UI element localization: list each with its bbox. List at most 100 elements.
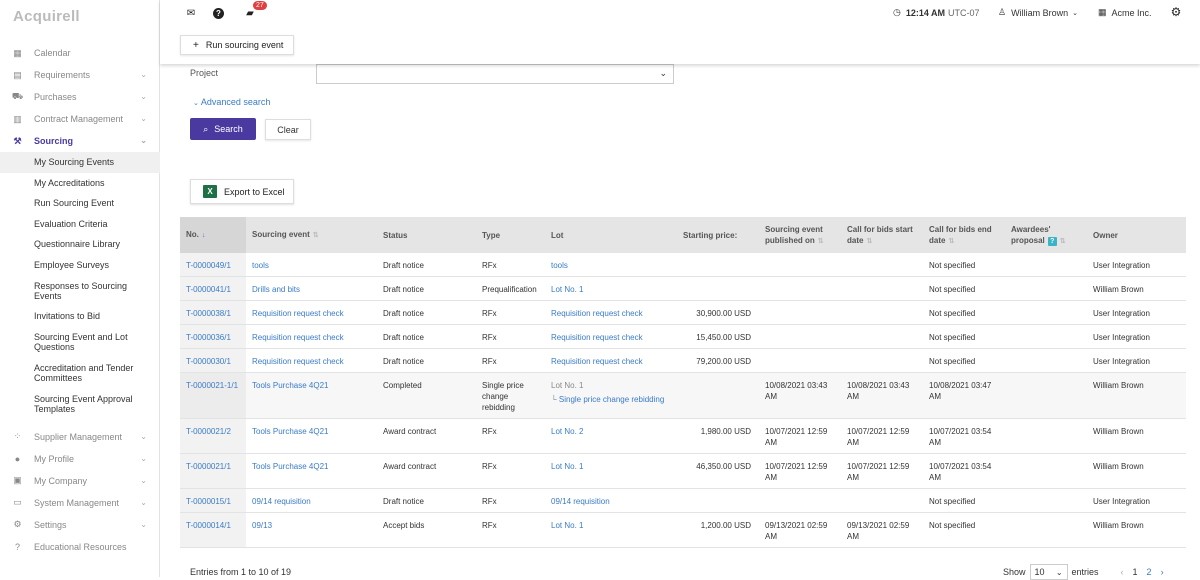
page-2-button[interactable]: 2 [1146, 567, 1152, 577]
sidebar-item-purchases[interactable]: ⛟ Purchases ⌄ [0, 86, 160, 108]
sidebar-item-label: Settings [34, 519, 67, 530]
sidebar-subitem[interactable]: Questionnaire Library [0, 234, 160, 255]
lot-sub-link[interactable]: └ Single price change rebidding [551, 394, 671, 405]
cell-lot[interactable]: Lot No. 2 [551, 427, 584, 436]
search-button[interactable]: ⌕ Search [190, 118, 256, 140]
cell-no[interactable]: T-0000014/1 [186, 521, 231, 530]
cell-no[interactable]: T-0000041/1 [186, 285, 231, 294]
column-header[interactable]: Call for bids start date ⇅ [841, 217, 923, 253]
company-menu[interactable]: ▦ Acme Inc. [1098, 7, 1152, 18]
table-row: T-0000049/1 tools Draft notice RFx tools Not … [180, 253, 1186, 277]
sidebar-item-label: Educational Resources [34, 541, 127, 552]
column-header[interactable]: Sourcing event ⇅ [246, 217, 377, 253]
cell-owner: William Brown [1093, 381, 1144, 390]
page-1-button[interactable]: 1 [1132, 567, 1138, 577]
cell-no[interactable]: T-0000021/2 [186, 427, 231, 436]
messages-icon[interactable]: ▰ [246, 7, 254, 19]
cell-no[interactable]: T-0000021/1 [186, 462, 231, 471]
sidebar-item-requirements[interactable]: ▤ Requirements ⌄ [0, 64, 160, 86]
cell-lot[interactable]: tools [551, 261, 568, 270]
sidebar-item-educational-resources[interactable]: ? Educational Resources [0, 536, 160, 558]
cell-event[interactable]: Tools Purchase 4Q21 [252, 381, 329, 390]
cell-lot[interactable]: 09/14 requisition [551, 497, 610, 506]
sidebar-subitem[interactable]: Responses to Sourcing Events [0, 275, 160, 306]
mail-icon[interactable]: ✉ [186, 7, 196, 19]
cell-lot[interactable]: Lot No. 1 [551, 285, 584, 294]
column-header[interactable]: Sourcing event published on ⇅ [759, 217, 841, 253]
sidebar-item-supplier-management[interactable]: ⁘ Supplier Management ⌄ [0, 426, 160, 448]
table-cell-awardees [1005, 453, 1087, 489]
clear-button[interactable]: Clear [265, 119, 311, 140]
table-cell-published: 09/13/2021 02:59 AM [759, 512, 841, 548]
cell-event[interactable]: Tools Purchase 4Q21 [252, 462, 329, 471]
table-cell-owner: William Brown [1087, 453, 1186, 489]
column-header[interactable]: No. ↓ [180, 217, 246, 253]
sidebar-item-settings[interactable]: ⚙ Settings ⌄ [0, 514, 160, 536]
cell-event[interactable]: 09/14 requisition [252, 497, 311, 506]
table-cell-owner: User Integration [1087, 300, 1186, 325]
cell-event[interactable]: 09/13 [252, 521, 273, 530]
cell-no[interactable]: T-0000036/1 [186, 333, 231, 342]
cell-no[interactable]: T-0000021-1/1 [186, 381, 239, 390]
cell-lot[interactable]: Requisition request check [551, 333, 643, 342]
education-icon: ? [14, 541, 20, 552]
sidebar-subitem[interactable]: Sourcing Event and Lot Questions [0, 327, 160, 358]
cell-no[interactable]: T-0000049/1 [186, 261, 231, 270]
next-page-button[interactable]: › [1160, 567, 1164, 577]
sidebar-subitem[interactable]: Evaluation Criteria [0, 214, 160, 235]
cell-event[interactable]: Requisition request check [252, 309, 344, 318]
column-header[interactable]: Owner [1087, 217, 1186, 253]
sidebar-subitem[interactable]: Run Sourcing Event [0, 193, 160, 214]
gear-icon[interactable]: ⚙ [1170, 5, 1182, 19]
table-cell-lot: Requisition request check [545, 300, 677, 325]
cell-event[interactable]: Requisition request check [252, 333, 344, 342]
sidebar-item-label: Calendar [34, 48, 71, 58]
sidebar-item-my-company[interactable]: ▣ My Company ⌄ [0, 470, 160, 492]
sidebar-subitem[interactable]: Accreditation and Tender Committees [0, 358, 160, 389]
sidebar-item-calendar[interactable]: ▦ Calendar [0, 42, 160, 64]
column-header[interactable]: Type [476, 217, 545, 253]
column-header[interactable]: Status [377, 217, 476, 253]
run-sourcing-event-button[interactable]: + Run sourcing event [180, 35, 294, 55]
cell-no[interactable]: T-0000015/1 [186, 497, 231, 506]
sidebar-subitem[interactable]: Employee Surveys [0, 255, 160, 276]
column-header[interactable]: Call for bids end date ⇅ [923, 217, 1005, 253]
table-cell-start [841, 348, 923, 373]
cell-lot[interactable]: Requisition request check [551, 309, 643, 318]
sort-icon: ⇅ [1059, 237, 1066, 245]
cell-event[interactable]: Drills and bits [252, 285, 301, 294]
user-menu[interactable]: ♙ William Brown ⌄ [998, 7, 1078, 18]
cell-event[interactable]: Requisition request check [252, 357, 344, 366]
app-logo[interactable]: Acquirell [13, 8, 80, 25]
table-cell-no: T-0000049/1 [180, 253, 246, 277]
table-cell-end: Not specified [923, 488, 1005, 513]
sidebar-subitem[interactable]: My Sourcing Events [0, 152, 160, 173]
help-icon[interactable]: ? [213, 8, 224, 19]
sidebar-item-system-management[interactable]: ▭ System Management ⌄ [0, 492, 160, 514]
advanced-search-link[interactable]: ⌄ Advanced search [193, 97, 270, 107]
sidebar-item-my-profile[interactable]: ● My Profile ⌄ [0, 448, 160, 470]
sidebar-item-sourcing[interactable]: ⚒ Sourcing ⌄ [0, 130, 160, 152]
sidebar-subitem[interactable]: Invitations to Bid [0, 306, 160, 327]
sidebar-subitem[interactable]: Sourcing Event Approval Templates [0, 389, 160, 420]
cell-event[interactable]: tools [252, 261, 269, 270]
sidebar-item-contract-management[interactable]: ▥ Contract Management ⌄ [0, 108, 160, 130]
cell-no[interactable]: T-0000030/1 [186, 357, 231, 366]
cell-lot[interactable]: Lot No. 1 [551, 462, 584, 471]
cell-owner: User Integration [1093, 309, 1150, 318]
export-excel-button[interactable]: X Export to Excel [190, 179, 294, 204]
cell-lot[interactable]: Lot No. 1 [551, 521, 584, 530]
cell-lot[interactable]: Requisition request check [551, 357, 643, 366]
cell-event[interactable]: Tools Purchase 4Q21 [252, 427, 329, 436]
page-size-select[interactable]: 10 ⌄ [1029, 564, 1068, 580]
settings-icon: ⚙ [13, 519, 22, 529]
project-select[interactable]: ⌄ [316, 64, 674, 84]
table-cell-type: RFx [476, 324, 545, 349]
cell-price: 1,980.00 USD [700, 427, 751, 436]
sidebar-subitem[interactable]: My Accreditations [0, 173, 160, 194]
prev-page-button[interactable]: ‹ [1120, 567, 1124, 577]
cell-no[interactable]: T-0000038/1 [186, 309, 231, 318]
column-header[interactable]: Awardees' proposal? ⇅ [1005, 217, 1087, 253]
column-header[interactable]: Lot [545, 217, 677, 253]
column-header[interactable]: Starting price: [677, 217, 759, 253]
